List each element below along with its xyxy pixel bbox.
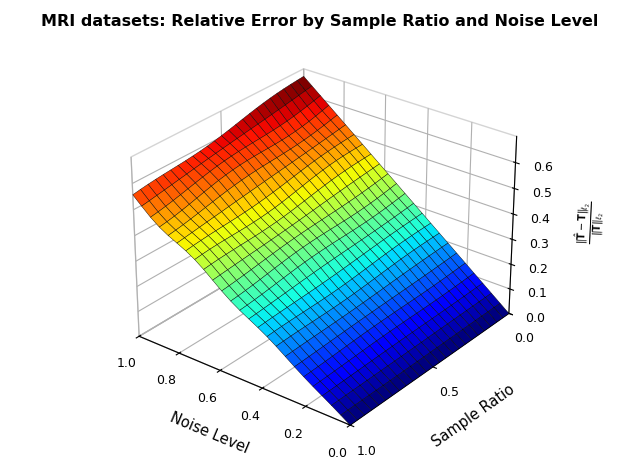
Title: MRI datasets: Relative Error by Sample Ratio and Noise Level: MRI datasets: Relative Error by Sample R… [42,14,598,29]
X-axis label: Noise Level: Noise Level [168,410,250,456]
Y-axis label: Sample Ratio: Sample Ratio [429,382,517,450]
